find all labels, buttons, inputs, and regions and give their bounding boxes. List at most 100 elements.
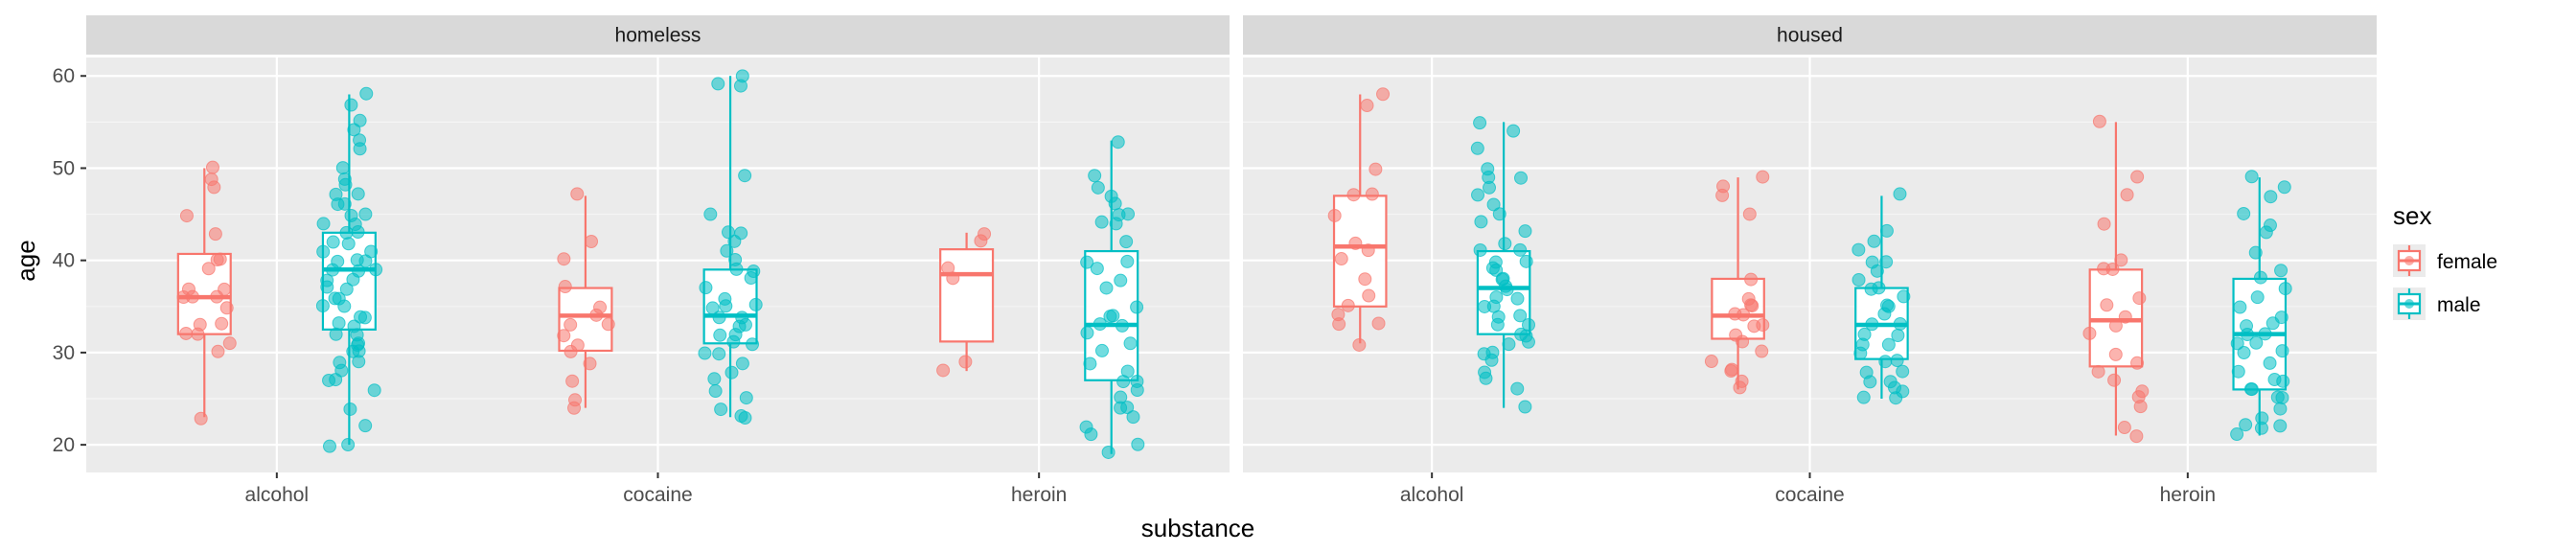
- data-point: [1513, 309, 1528, 323]
- data-point: [1346, 188, 1361, 202]
- points-homeless-alcohol-female: [176, 160, 237, 426]
- strip-label-homeless: homeless: [615, 25, 702, 47]
- data-point: [352, 355, 366, 369]
- data-point: [738, 169, 752, 183]
- data-point: [734, 409, 748, 424]
- data-point: [739, 391, 753, 405]
- points-housed-cocaine-female: [1704, 170, 1770, 395]
- data-point: [326, 263, 340, 277]
- data-point: [2244, 170, 2259, 184]
- data-point: [191, 327, 205, 341]
- data-point: [1514, 171, 1529, 185]
- data-point: [208, 227, 222, 242]
- data-point: [2129, 429, 2144, 444]
- legend-title: sex: [2393, 201, 2431, 230]
- data-point: [711, 77, 725, 91]
- data-point: [1473, 242, 1487, 257]
- data-point: [1365, 187, 1379, 201]
- data-point: [211, 344, 225, 358]
- strip-housed: [1243, 15, 2377, 55]
- x-tick-label-housed-alcohol: alcohol: [1400, 484, 1464, 506]
- data-point: [936, 363, 951, 378]
- data-point: [1747, 319, 1761, 334]
- data-point: [1080, 255, 1094, 269]
- data-point: [1733, 380, 1747, 395]
- data-point: [727, 234, 742, 248]
- data-point: [1486, 197, 1501, 212]
- data-point: [2133, 400, 2148, 414]
- data-point: [564, 317, 578, 332]
- data-point: [207, 180, 221, 195]
- data-point: [185, 289, 199, 304]
- data-point: [341, 438, 356, 452]
- data-point: [1877, 307, 1892, 321]
- points-homeless-heroin-female: [936, 227, 992, 378]
- data-point: [1879, 255, 1894, 269]
- points-housed-alcohol-female: [1327, 87, 1391, 352]
- strip-label-housed: housed: [1777, 25, 1843, 47]
- data-point: [1101, 445, 1116, 459]
- data-point: [1513, 242, 1528, 257]
- data-point: [346, 344, 360, 358]
- data-point: [567, 401, 582, 415]
- x-tick-label-homeless-heroin: heroin: [1011, 484, 1067, 506]
- x-axis: alcohol cocaine heroin alcohol cocaine heroin: [245, 472, 2216, 506]
- data-point: [1865, 317, 1879, 332]
- data-point: [705, 301, 720, 315]
- data-point: [699, 281, 713, 295]
- data-point: [2275, 390, 2289, 404]
- data-point: [1130, 382, 1144, 397]
- data-point: [557, 252, 571, 266]
- data-point: [1744, 298, 1759, 312]
- data-point: [1109, 217, 1123, 231]
- points-homeless-alcohol-male: [315, 86, 383, 453]
- points-housed-alcohol-male: [1470, 116, 1536, 414]
- data-point: [194, 411, 208, 426]
- data-point: [320, 280, 334, 294]
- points-housed-heroin-male: [2230, 170, 2292, 442]
- data-point: [2248, 245, 2263, 260]
- points-homeless-cocaine-male: [698, 69, 763, 426]
- data-point: [557, 329, 571, 343]
- data-point: [328, 291, 342, 306]
- data-point: [179, 209, 194, 223]
- data-point: [2132, 291, 2147, 306]
- data-point: [1094, 215, 1109, 229]
- y-tick-label: 40: [53, 250, 75, 272]
- data-point: [341, 237, 356, 251]
- data-point: [1092, 317, 1107, 332]
- data-point: [2082, 326, 2097, 340]
- data-point: [316, 217, 331, 231]
- data-point: [714, 402, 728, 417]
- data-point: [2117, 421, 2131, 435]
- data-point: [2100, 298, 2114, 312]
- data-point: [735, 356, 749, 371]
- data-point: [729, 262, 744, 276]
- data-point: [2231, 364, 2245, 379]
- data-point: [1126, 410, 1140, 425]
- data-point: [720, 243, 734, 258]
- data-point: [222, 336, 237, 351]
- data-point: [1893, 187, 1907, 201]
- data-point: [1856, 390, 1871, 404]
- data-point: [329, 327, 343, 341]
- data-point: [1724, 364, 1738, 379]
- data-point: [1896, 364, 1910, 379]
- data-point: [2278, 282, 2292, 296]
- y-tick-label: 60: [53, 65, 75, 87]
- legend-key-female: female: [2393, 244, 2497, 277]
- data-point: [2275, 344, 2289, 358]
- data-point: [2120, 188, 2134, 202]
- data-point: [748, 297, 763, 311]
- data-point: [2091, 364, 2105, 379]
- data-point: [1120, 254, 1135, 268]
- data-point: [1715, 188, 1730, 202]
- data-point: [2230, 427, 2244, 442]
- data-point: [1863, 375, 1877, 389]
- data-point: [2274, 264, 2288, 278]
- data-point: [351, 187, 365, 201]
- data-point: [583, 356, 597, 371]
- data-point: [958, 355, 973, 369]
- data-point: [1852, 273, 1866, 288]
- data-point: [719, 299, 733, 313]
